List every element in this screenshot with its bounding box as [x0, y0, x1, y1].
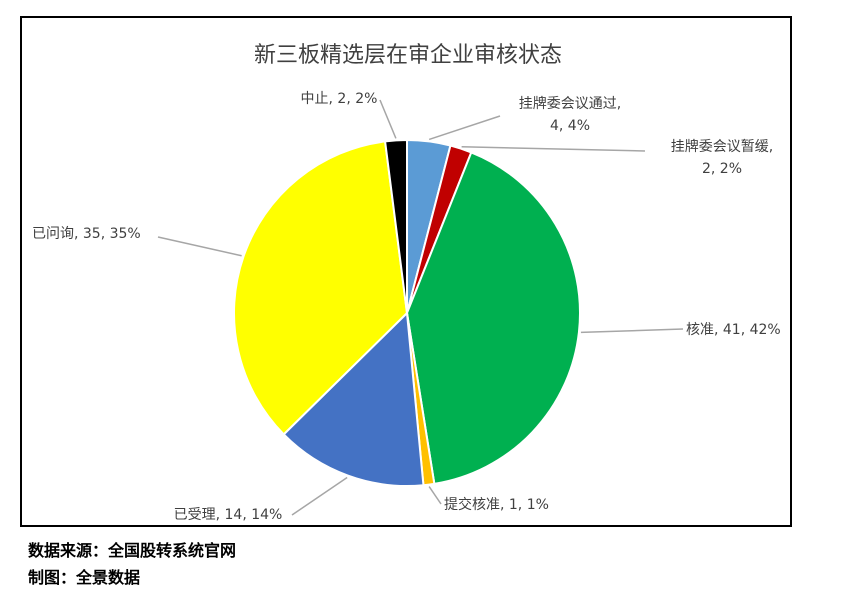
- data-label-1-line-1: 挂牌委会议通过,: [519, 95, 621, 112]
- data-labels: 挂牌委会议通过, 4, 4% 挂牌委会议暂缓, 2, 2% 核准, 41, 42% 提交核…: [32, 91, 781, 523]
- leader-line-1: [428, 115, 501, 141]
- source-block: 数据来源：全国股转系统官网 制图：全景数据: [28, 537, 236, 591]
- data-source-text: 数据来源：全国股转系统官网: [28, 541, 237, 560]
- leader-line-2: [461, 145, 646, 152]
- data-label-3-line-1: 核准, 41, 42%: [686, 322, 781, 338]
- data-label-2-line-1: 挂牌委会议暂缓,: [671, 138, 773, 155]
- chart-author-text: 制图：全景数据: [28, 568, 141, 587]
- pie-slice-3: [405, 151, 581, 485]
- pie-slice-6: [233, 140, 409, 436]
- leader-line-5: [291, 476, 348, 516]
- pie-slices: [233, 138, 581, 487]
- data-label-5-line-1: 已受理, 14, 14%: [174, 507, 283, 523]
- data-label-1-line-2: 4, 4%: [550, 118, 590, 134]
- leader-line-3: [580, 328, 684, 334]
- data-label-7-line-1: 中止, 2, 2%: [301, 91, 378, 107]
- pie-slice-5: [282, 310, 425, 487]
- leader-lines: [157, 99, 684, 516]
- leader-line-4: [428, 486, 442, 505]
- pie-slice-7: [383, 138, 408, 314]
- leader-line-6: [157, 236, 242, 257]
- data-label-4-line-1: 提交核准, 1, 1%: [444, 496, 549, 513]
- data-label-6-line-1: 已问询, 35, 35%: [32, 226, 141, 242]
- leader-line-7: [379, 99, 397, 139]
- data-label-2-line-2: 2, 2%: [702, 161, 742, 177]
- chart-title: 新三板精选层在审企业审核状态: [254, 43, 562, 68]
